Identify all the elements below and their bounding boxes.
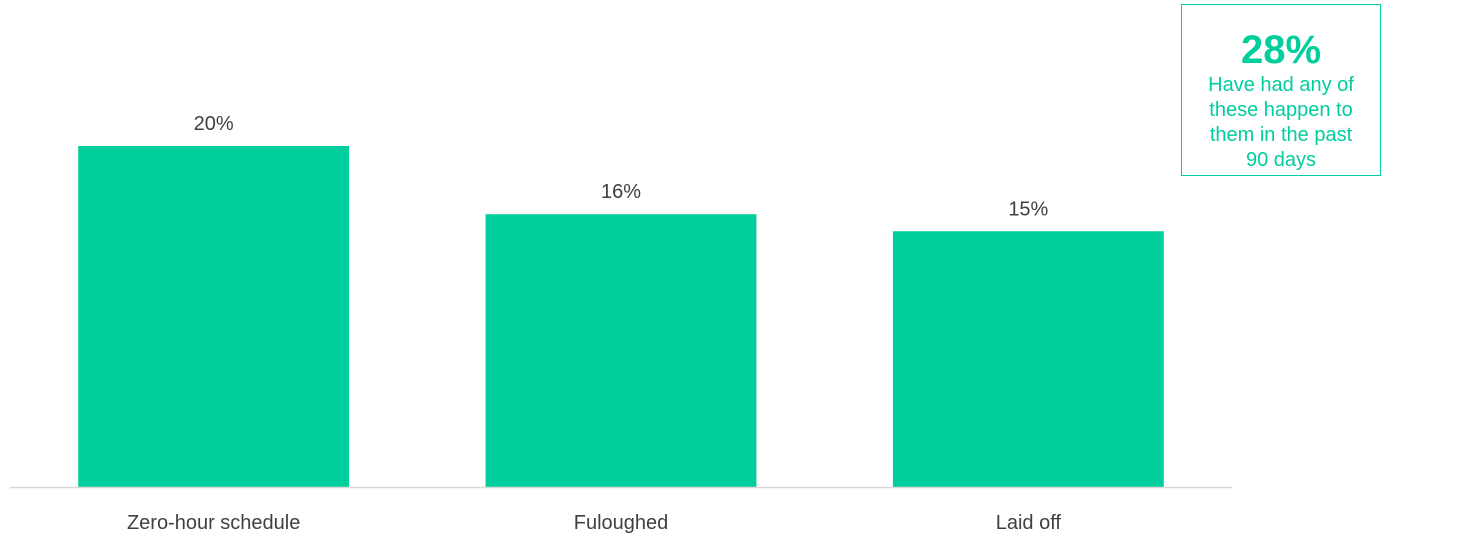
callout-value: 28% (1240, 28, 1322, 72)
bar-1 (485, 214, 757, 487)
callout-text: Have had any of these happen to them in … (1208, 74, 1354, 171)
category-label-2: Laid off (996, 512, 1062, 533)
bar-value-label-1: 16% (601, 181, 641, 203)
category-label-0: Zero-hour schedule (127, 512, 300, 533)
bar-value-label-2: 15% (1008, 198, 1048, 220)
bar-value-label-0: 20% (194, 113, 234, 135)
bar-0 (78, 146, 350, 487)
summary-callout-box: 28% Have had any of these happen to them… (1181, 4, 1381, 176)
category-label-1: Fuloughed (574, 512, 669, 533)
bar-2 (892, 231, 1164, 487)
